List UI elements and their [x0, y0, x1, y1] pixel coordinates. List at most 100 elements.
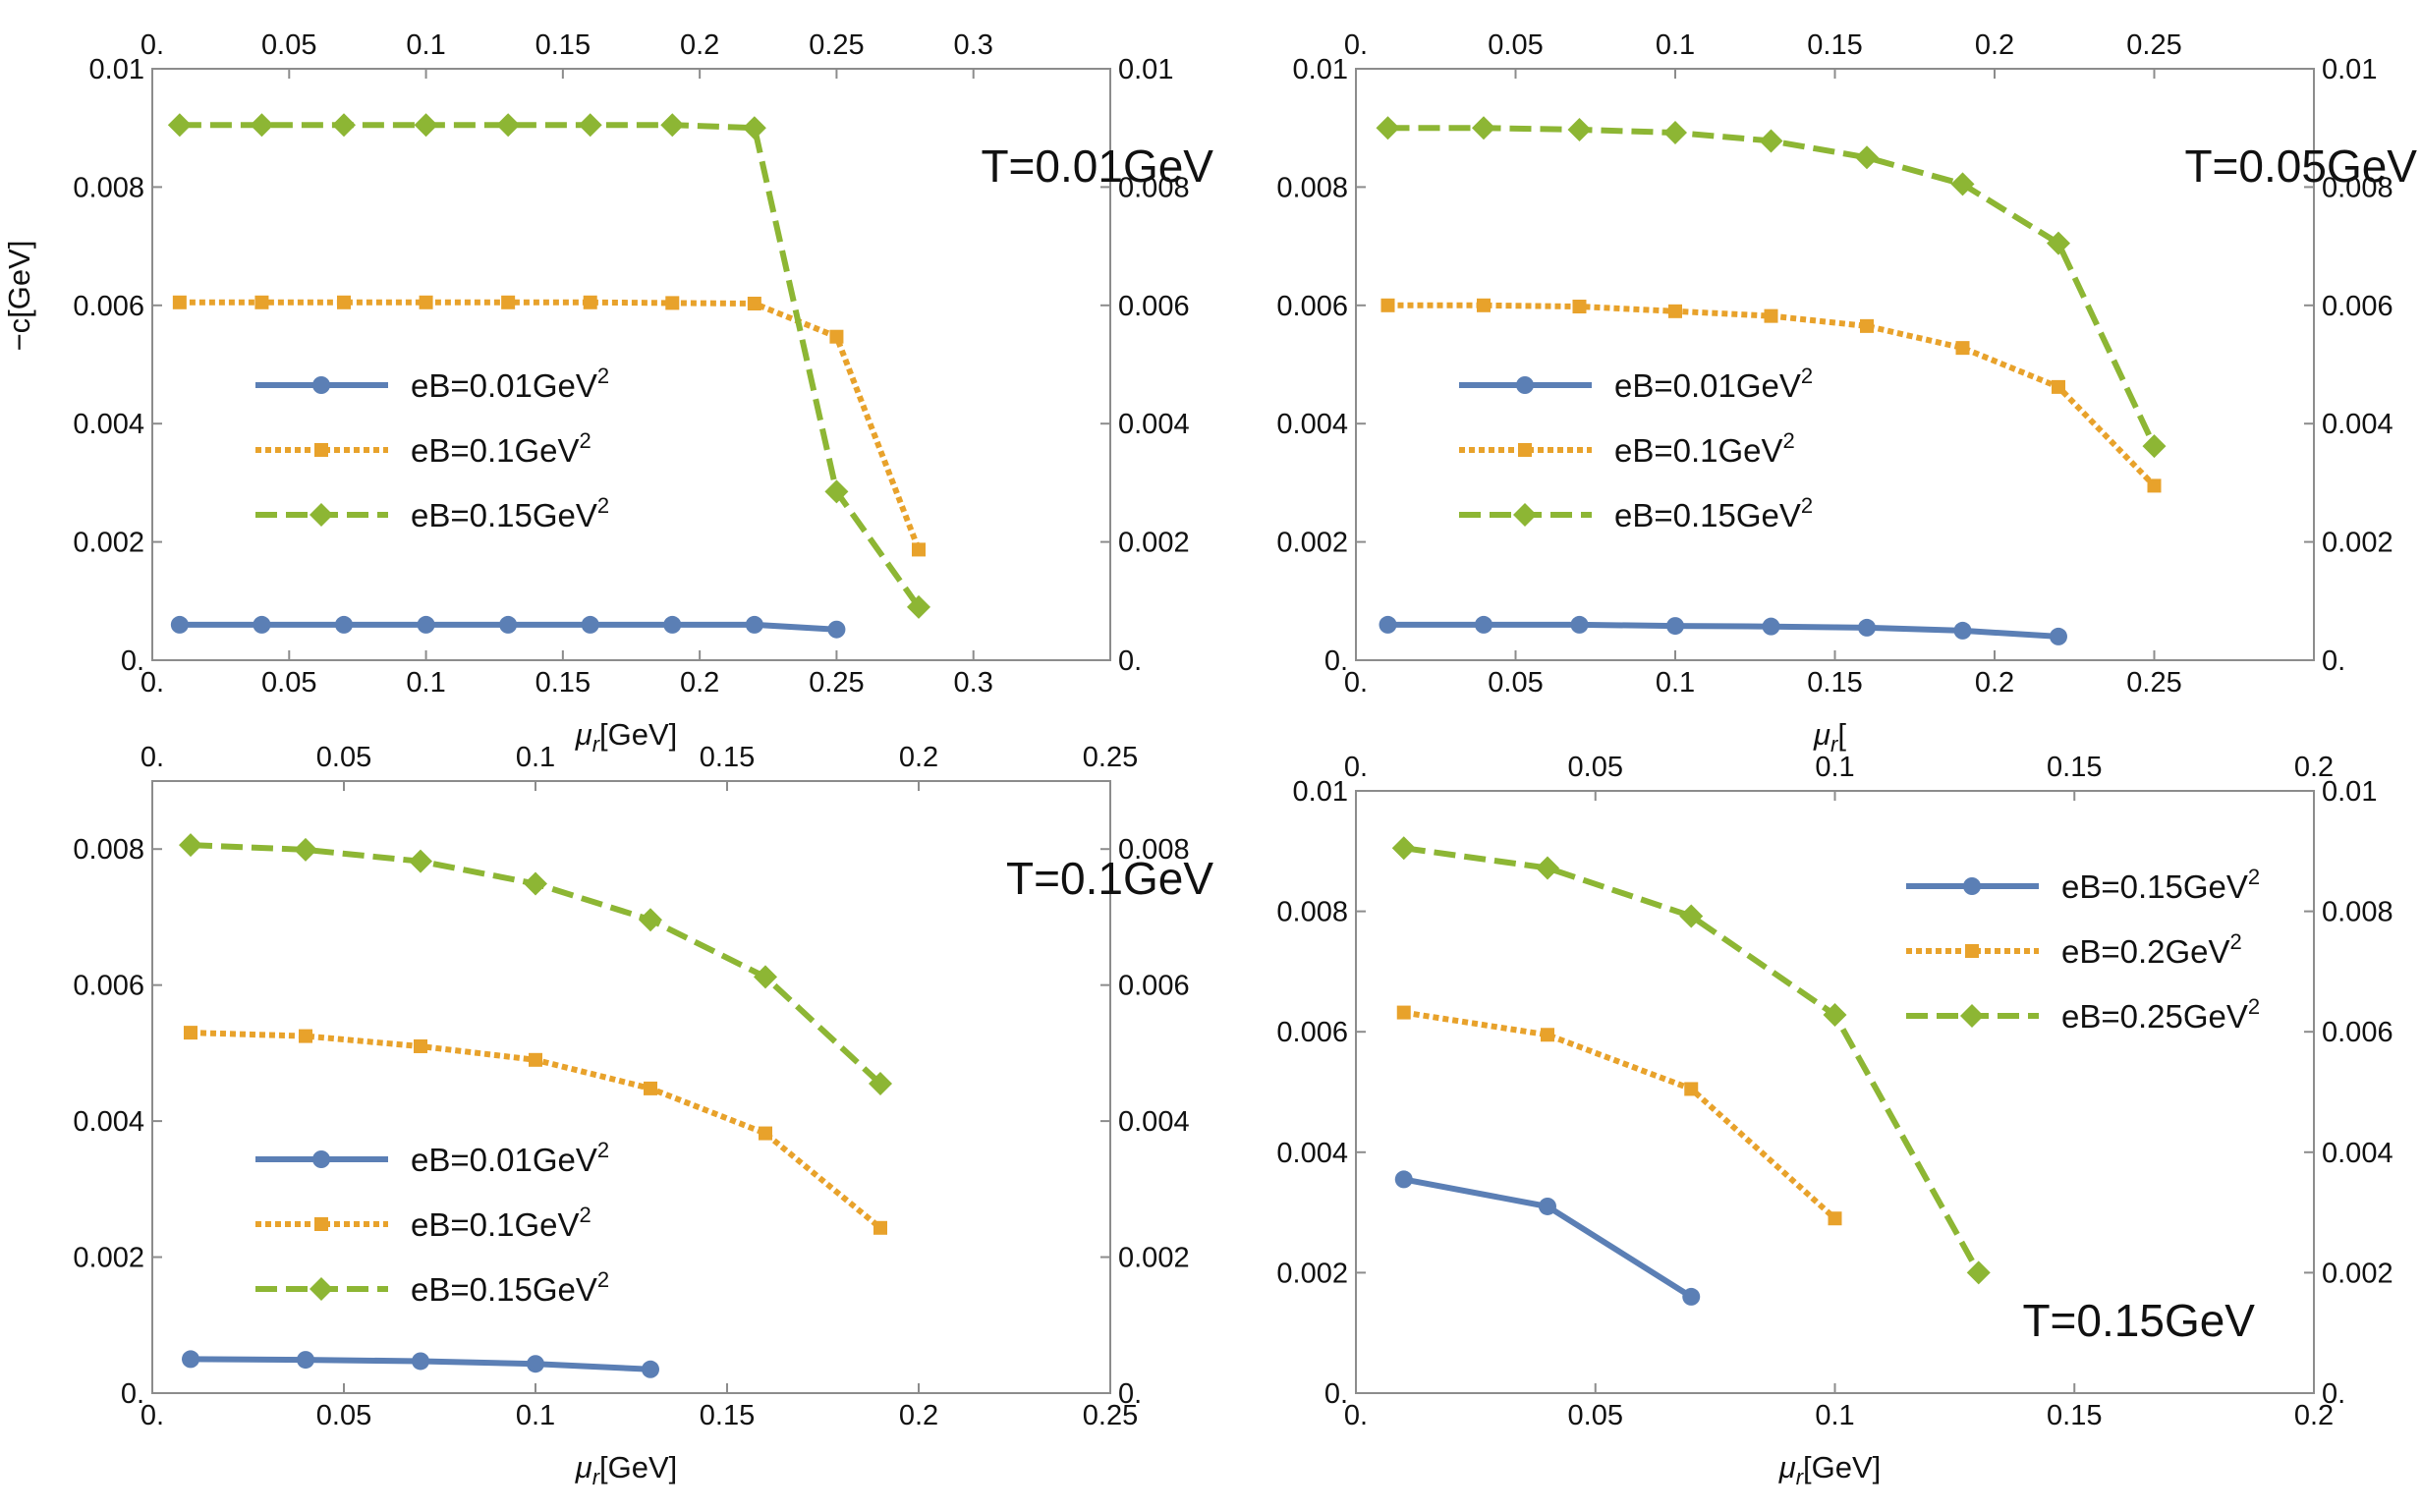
y-tick-label-left: 0.01 — [1293, 776, 1348, 808]
y-tick-label-left: 0. — [1324, 645, 1348, 677]
series-circle — [1394, 1170, 1701, 1306]
x-tick-label-bottom: 0. — [141, 667, 164, 699]
x-tick-label-top: 0. — [1344, 29, 1368, 61]
data-point — [527, 1355, 544, 1373]
data-point — [412, 1352, 429, 1371]
y-tick-label-right: 0. — [1118, 1378, 1142, 1410]
panel-title: T=0.05GeV — [2184, 140, 2417, 192]
x-tick-label-bottom: 0.05 — [1568, 1400, 1623, 1431]
legend-label: eB=0.15GeV2 — [1614, 493, 1813, 533]
y-tick-label-left: 0.004 — [1276, 1138, 1348, 1169]
plot-frame — [151, 780, 1111, 1394]
data-point — [1570, 615, 1589, 634]
series-circle — [1379, 615, 2067, 645]
data-point — [1541, 1028, 1554, 1042]
data-point — [644, 1081, 657, 1095]
data-point — [1394, 1170, 1413, 1189]
x-tick-label-bottom: 0.15 — [700, 1400, 755, 1431]
x-tick-label-bottom: 0.2 — [899, 1400, 938, 1431]
data-point — [172, 295, 187, 309]
y-tick-label-right: 0. — [1118, 645, 1142, 677]
data-point — [524, 871, 547, 896]
x-tick-label-bottom: 0.1 — [406, 667, 445, 699]
data-point — [1472, 116, 1495, 140]
legend-label: eB=0.01GeV2 — [411, 364, 609, 404]
data-point — [501, 295, 516, 309]
y-tick-label-right: 0.004 — [2322, 1138, 2393, 1169]
x-tick-label-top: 0.25 — [2126, 29, 2181, 61]
data-point — [1759, 129, 1783, 153]
x-tick-label-top: 0.05 — [1568, 752, 1623, 783]
legend-label: eB=0.01GeV2 — [1614, 364, 1813, 404]
data-point — [335, 615, 353, 634]
x-tick-label-bottom: 0.3 — [954, 667, 993, 699]
x-tick-label-top: 0.05 — [1488, 29, 1543, 61]
legend-swatch-marker — [310, 1277, 333, 1301]
panel-title: T=0.15GeV — [2022, 1295, 2255, 1346]
y-tick-label-left: 0.006 — [73, 971, 144, 1002]
legend-label: eB=0.01GeV2 — [411, 1138, 609, 1178]
x-tick-label-bottom: 0.05 — [261, 667, 316, 699]
series-line — [1403, 845, 1982, 1274]
panel-title: T=0.01GeV — [981, 140, 1213, 192]
data-point — [1475, 615, 1492, 634]
data-point — [332, 113, 356, 138]
data-point — [529, 1052, 542, 1067]
series-line — [179, 122, 922, 609]
series-diamond — [1391, 836, 1991, 1285]
series-square — [184, 1026, 887, 1235]
y-tick-label-left: 0.002 — [73, 528, 144, 559]
y-tick-label-left: 0. — [121, 1378, 144, 1410]
data-point — [2050, 627, 2067, 645]
series-diamond — [179, 833, 892, 1096]
data-point — [1855, 145, 1879, 170]
legend: eB=0.01GeV2 eB=0.1GeV2 eB=0.15GeV2 — [255, 364, 609, 533]
x-tick-label-top: 0. — [141, 742, 164, 773]
chart-panel-1: 0.0.0.050.050.10.10.150.150.20.20.250.25… — [2, 29, 1213, 756]
data-point — [578, 113, 602, 138]
x-tick-label-bottom: 0.2 — [2294, 1400, 2334, 1431]
y-tick-label-left: 0.002 — [73, 1243, 144, 1274]
series-square — [1396, 1005, 1842, 1226]
series-line — [1403, 1176, 1693, 1300]
y-tick-label-left: 0.002 — [1276, 528, 1348, 559]
x-axis-label: μr[GeV] — [575, 1450, 678, 1489]
y-tick-label-right: 0.006 — [2322, 1017, 2393, 1048]
data-point — [660, 113, 685, 138]
data-point — [254, 295, 269, 309]
legend-swatch-marker — [314, 443, 328, 457]
data-point — [179, 833, 202, 858]
x-tick-label-top: 0. — [1344, 752, 1368, 783]
y-tick-label-left: 0.002 — [1276, 1258, 1348, 1289]
y-tick-label-left: 0.004 — [73, 1106, 144, 1138]
y-tick-label-right: 0.002 — [1118, 1243, 1190, 1274]
x-tick-label-top: 0.15 — [2047, 752, 2102, 783]
x-tick-label-top: 0.3 — [954, 29, 993, 61]
y-tick-label-right: 0.006 — [2322, 291, 2393, 322]
y-tick-label-right: 0.006 — [1118, 291, 1190, 322]
data-point — [912, 542, 926, 557]
y-tick-label-right: 0.01 — [2322, 54, 2377, 85]
data-point — [167, 113, 192, 138]
data-point — [2052, 379, 2065, 394]
data-point — [409, 849, 432, 873]
y-tick-label-left: 0.008 — [1276, 172, 1348, 203]
x-axis-label: μr[GeV] — [575, 717, 678, 756]
x-tick-label-bottom: 0.25 — [1083, 1400, 1138, 1431]
data-point — [1379, 615, 1397, 634]
y-tick-label-left: 0.004 — [1276, 409, 1348, 440]
y-tick-label-right: 0.008 — [1118, 172, 1190, 203]
y-tick-label-right: 0.008 — [1118, 834, 1190, 866]
y-tick-label-left: 0.01 — [1293, 54, 1348, 85]
y-axis-label: −c[GeV] — [2, 241, 36, 352]
data-point — [663, 615, 682, 634]
data-point — [742, 116, 766, 140]
data-point — [250, 113, 274, 138]
data-point — [754, 965, 777, 989]
y-tick-label-right: 0.004 — [1118, 1106, 1190, 1138]
x-tick-label-bottom: 0.05 — [1488, 667, 1543, 699]
x-tick-label-bottom: 0.15 — [1807, 667, 1862, 699]
data-point — [873, 1220, 887, 1235]
y-tick-label-right: 0.004 — [2322, 409, 2393, 440]
plot-frame — [151, 68, 1111, 661]
